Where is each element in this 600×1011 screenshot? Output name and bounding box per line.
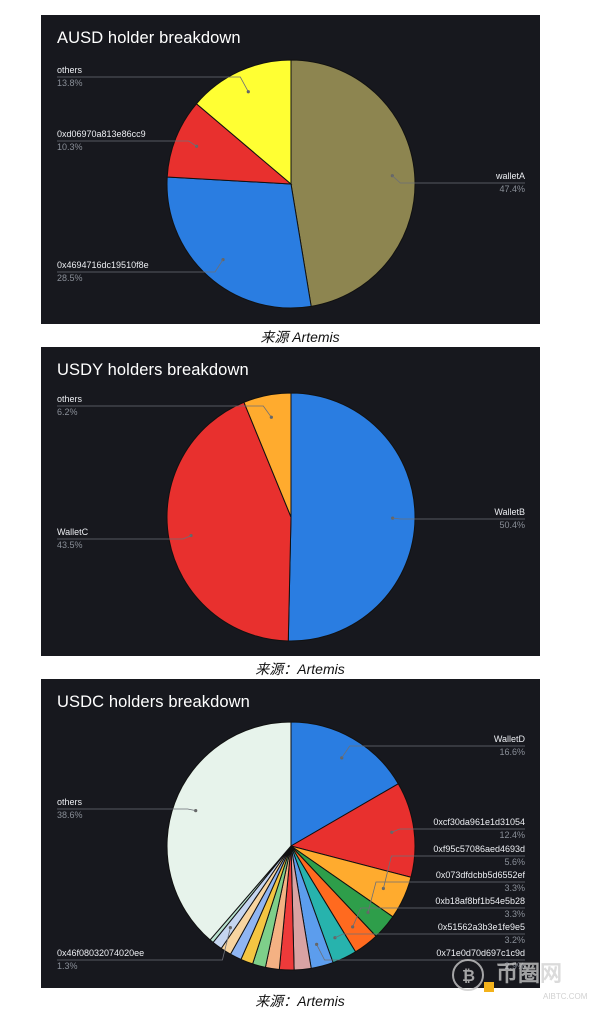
slice-label: 0xcf30da961e1d31054 <box>433 817 525 827</box>
pie-slice-0xd06970a813e86cc9 <box>166 103 293 185</box>
pie-slice-walletc <box>166 401 292 642</box>
slice-label: others <box>57 797 83 807</box>
slice-label: WalletD <box>494 734 526 744</box>
chart-panel-ausd: walletA 47.4% 0x4694716dc19510f8e 28.5% 0xd0… <box>41 15 540 324</box>
watermark-logo: ₿ 币圈网 AIBTC.COM <box>452 959 588 1001</box>
svg-text:₿: ₿ <box>462 967 475 985</box>
slice-label: 0x073dfdcbb5d6552ef <box>436 870 526 880</box>
leader-line <box>352 907 525 927</box>
slice-label: 0x4694716dc19510f8e <box>57 260 149 270</box>
slice-percentage: 50.4% <box>499 520 525 530</box>
slice-label: 0xf95c57086aed4693d <box>433 844 525 854</box>
leader-line <box>383 855 525 889</box>
chart-title-ausd: AUSD holder breakdown <box>57 29 241 47</box>
chart-caption-ausd: 来源 Artemis <box>260 329 340 345</box>
slice-percentage: 2.9% <box>504 961 525 971</box>
pie-chart-ausd: walletA 47.4% 0x4694716dc19510f8e 28.5% 0xd0… <box>57 59 525 309</box>
slice-percentage: 43.5% <box>57 540 83 550</box>
slice-label: others <box>57 394 83 404</box>
chart-caption-usdc: 来源：Artemis <box>255 993 345 1009</box>
chart-title-usdy: USDY holders breakdown <box>57 361 249 379</box>
leader-line <box>57 405 272 418</box>
slice-percentage: 5.6% <box>504 857 525 867</box>
pie-slice-0x4694716dc19510f8e <box>166 176 312 309</box>
leader-line <box>391 828 525 833</box>
chart-panel-usdy: WalletB 50.4% WalletC 43.5% others 6.2% USDY … <box>41 347 540 656</box>
slice-percentage: 13.8% <box>57 78 83 88</box>
leader-line <box>57 808 196 811</box>
watermark-text: AIBTC.COM <box>543 992 588 1001</box>
leader-line <box>334 933 525 939</box>
leader-line <box>367 881 525 913</box>
leader-line <box>341 745 525 759</box>
pie-slice-walletb <box>287 392 416 642</box>
slice-percentage: 10.3% <box>57 142 83 152</box>
leader-line <box>392 517 525 520</box>
slice-percentage: 28.5% <box>57 273 83 283</box>
slice-percentage: 38.6% <box>57 810 83 820</box>
label-anchor-dot <box>189 533 193 538</box>
chart-panel-usdc: WalletD 16.6% 0xcf30da961e1d31054 12.4% 0xf9… <box>41 679 540 988</box>
slice-percentage: 16.6% <box>499 747 525 757</box>
label-anchor-dot <box>246 90 250 94</box>
slice-label: 0xb18af8bf1b54e5b28 <box>435 896 525 906</box>
leader-line <box>316 944 525 961</box>
leader-line <box>57 535 192 540</box>
pie-chart-usdy: WalletB 50.4% WalletC 43.5% others 6.2% <box>57 392 525 642</box>
leader-line <box>392 175 525 184</box>
leader-line <box>57 259 224 273</box>
slice-label: 0x46f08032074020ee <box>57 948 144 958</box>
label-anchor-dot <box>381 886 385 891</box>
label-anchor-dot <box>333 936 337 940</box>
label-anchor-dot <box>391 516 395 520</box>
pie-slice-others <box>166 721 292 941</box>
slice-percentage: 47.4% <box>499 184 525 194</box>
slice-label: 0xd06970a813e86cc9 <box>57 129 146 139</box>
pie-slice-walleta <box>290 59 416 307</box>
pie-slice-others <box>243 392 292 518</box>
pie-chart-usdc: WalletD 16.6% 0xcf30da961e1d31054 12.4% 0xf9… <box>57 721 526 971</box>
slice-percentage: 6.2% <box>57 407 78 417</box>
leader-line <box>57 76 249 92</box>
slice-percentage: 12.4% <box>499 830 525 840</box>
chart-caption-usdy: 来源：Artemis <box>255 661 345 677</box>
slice-percentage: 3.3% <box>504 909 525 919</box>
leader-line <box>57 140 197 147</box>
chart-title-usdc: USDC holders breakdown <box>57 693 250 711</box>
slice-percentage: 3.3% <box>504 883 525 893</box>
pie-slice-walletd <box>290 721 399 847</box>
label-anchor-dot <box>351 925 355 929</box>
slice-label: 0x71e0d70d697c1c9d <box>436 948 525 958</box>
svg-text:币圈网: 币圈网 <box>496 962 562 987</box>
slice-label: walletA <box>495 171 525 181</box>
slice-percentage: 1.3% <box>57 961 78 971</box>
slice-label: WalletC <box>57 527 89 537</box>
slice-label: others <box>57 65 83 75</box>
slice-label: WalletB <box>494 507 525 517</box>
pie-slice-others <box>195 59 292 186</box>
slice-label: 0x51562a3b3e1fe9e5 <box>438 922 525 932</box>
slice-percentage: 3.2% <box>504 935 525 945</box>
leader-line <box>57 927 231 961</box>
